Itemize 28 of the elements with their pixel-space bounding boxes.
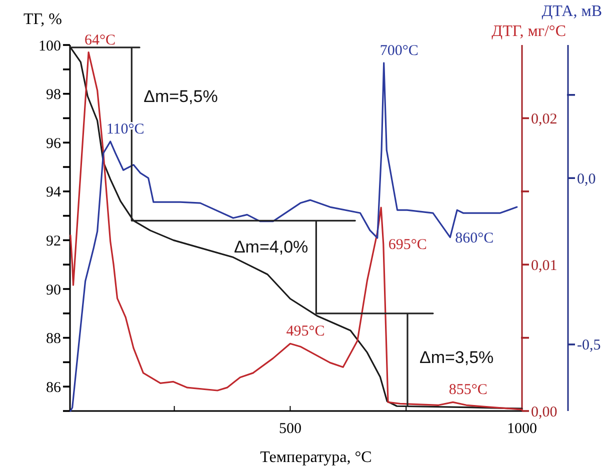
y-tick-label: 100 — [38, 38, 61, 54]
annotation: 860°C — [455, 230, 494, 246]
x-axis-title: Температура, °C — [260, 449, 372, 466]
y3-axis-title: ДТА, мВ — [542, 3, 602, 20]
y2-tick-label: 0,02 — [531, 111, 558, 128]
y-tick-label: 90 — [46, 282, 61, 298]
y2-tick-label: 0,01 — [531, 258, 558, 274]
y-tick-label: 88 — [46, 331, 61, 348]
y-tick-label: 92 — [46, 233, 61, 250]
y-tick-label: 86 — [46, 380, 62, 396]
annotation: 855°C — [448, 382, 488, 398]
annotation: Δm=3,5% — [419, 348, 494, 367]
annotation: Δm=4,0% — [234, 238, 308, 257]
y3-tick-label: 0,0 — [577, 171, 596, 188]
y2-tick-label: 0,00 — [531, 404, 558, 420]
annotation: Δm=5,5% — [144, 86, 218, 106]
annotation: 695°C — [388, 237, 427, 254]
x-tick-label: 500 — [278, 421, 302, 437]
y-tick-label: 96 — [46, 136, 62, 152]
annotation: 495°C — [286, 324, 325, 340]
y-tick-label: 94 — [46, 184, 62, 201]
y-tick-label: 98 — [46, 87, 61, 104]
annotation: 700°C — [380, 43, 418, 60]
annotation: 64°C — [84, 32, 116, 48]
y3-tick-label: -0,5 — [577, 338, 601, 354]
y2-axis-title: ДТГ, мг/°C — [492, 23, 566, 40]
x-tick-label: 1000 — [507, 421, 537, 437]
y-axis-title: ТГ, % — [23, 11, 62, 28]
